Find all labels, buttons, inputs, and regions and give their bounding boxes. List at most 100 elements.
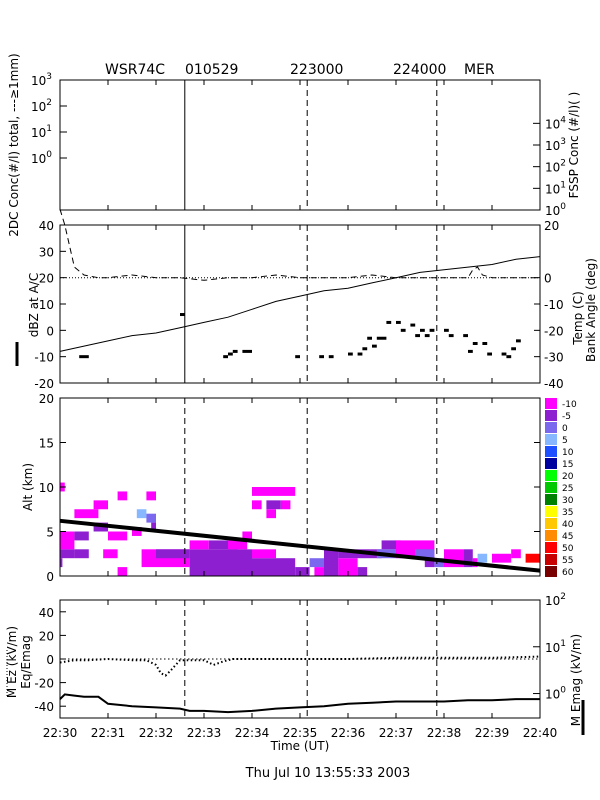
tick-label: -20 — [544, 324, 564, 338]
series-lines — [59, 209, 541, 359]
reflectivity-cell — [381, 540, 401, 550]
colorbar-swatch — [545, 506, 557, 517]
x-tick-label: 22:35 — [283, 726, 318, 740]
colorbar-swatch — [545, 470, 557, 481]
tick-label: 102 — [31, 98, 52, 114]
reflectivity-cell — [117, 567, 128, 576]
dbz-temp-panel: 40 30 20 10 0 -10 -20 20 0 -10 -20 -30 -40 dBZ at A… — [15, 209, 598, 391]
reflectivity-cell — [463, 549, 473, 568]
colorbar-label: -10 — [562, 400, 577, 410]
tick-label: 30 — [39, 245, 54, 259]
time-markers — [59, 600, 541, 718]
tick-label: -10 — [34, 351, 54, 365]
left-axis: 103 102 101 100 — [31, 72, 67, 166]
reflectivity-cell — [151, 522, 156, 532]
colorbar-swatch — [545, 554, 557, 565]
tick-label: -10 — [544, 298, 564, 312]
x-tick-label: 22:30 — [43, 726, 78, 740]
tick-label: 0 — [46, 324, 54, 338]
reflectivity-cells — [60, 482, 540, 576]
x-tick-label: 22:37 — [379, 726, 414, 740]
reflectivity-cell — [415, 549, 435, 559]
x-axis: 22:30 22:31 22:32 22:33 22:34 22:35 22:36 22:37… — [43, 726, 558, 740]
ylabel-left: 2DC Conc(#/l) total, ---≥1mm) — [7, 53, 21, 236]
colorbar-swatch — [545, 566, 557, 577]
reflectivity-cell — [146, 513, 156, 523]
reflectivity-cell — [103, 549, 118, 559]
right-axis: 102 101 100 — [533, 592, 566, 702]
header-station: MER — [464, 62, 495, 78]
colorbar-swatch — [545, 494, 557, 505]
reflectivity-cell — [242, 531, 252, 541]
colorbar-swatch — [545, 482, 557, 493]
reflectivity-cell — [309, 558, 324, 568]
tick-label: 0 — [46, 653, 54, 667]
reflectivity-cell — [511, 549, 521, 559]
colorbar-swatch — [545, 518, 557, 529]
colorbar-swatch — [545, 434, 557, 445]
bank-line — [59, 209, 540, 281]
panel-frame — [59, 224, 541, 384]
xlabel: Time (UT) — [270, 739, 330, 753]
reflectivity-cell — [252, 558, 296, 576]
reflectivity-cell — [252, 500, 262, 510]
tick-label: 0 — [46, 570, 54, 584]
tick-label: -40 — [34, 700, 54, 714]
reflectivity-cell — [60, 531, 75, 550]
ylabel-left-2: Eq/Emag — [19, 635, 33, 688]
reflectivity-cell — [189, 540, 209, 550]
tick-label: 5 — [46, 526, 54, 540]
reflectivity-cell — [525, 553, 540, 563]
colorbar-label: 30 — [562, 496, 574, 506]
right-axis: 104 103 102 101 100 — [533, 115, 566, 218]
x-tick-label: 22:33 — [187, 726, 222, 740]
colorbar-label: 45 — [562, 532, 573, 542]
header-date: 010529 — [185, 62, 238, 78]
tick-label: 100 — [545, 686, 566, 702]
tick-label: 40 — [39, 606, 54, 620]
colorbar-label: 50 — [562, 544, 574, 554]
reflectivity-cell — [189, 549, 252, 576]
reflectivity-cell — [60, 549, 75, 559]
ylabel-right: M Emag (kV/m) — [569, 634, 583, 726]
colorbar-swatch — [545, 398, 557, 409]
colorbar-label: 15 — [562, 460, 573, 470]
time-markers — [59, 398, 541, 576]
reflectivity-cell — [60, 558, 63, 568]
reflectivity-cell — [74, 531, 89, 541]
colorbar-label: 55 — [562, 556, 573, 566]
reflectivity-cell — [295, 567, 310, 576]
reflectivity-cell — [424, 558, 435, 568]
reflectivity-cell — [338, 558, 358, 576]
flight-track-line — [59, 518, 541, 573]
tick-label: 10 — [39, 298, 54, 312]
ylabel-right-temp: Temp (C) — [571, 291, 585, 346]
tick-label: 10 — [39, 481, 54, 495]
reflectivity-cell — [266, 509, 276, 519]
tick-label: 101 — [545, 639, 566, 655]
reflectivity-cell — [252, 487, 296, 496]
x-tick-label: 22:38 — [427, 726, 462, 740]
tick-label: 102 — [545, 592, 566, 608]
colorbar-label: 0 — [562, 424, 568, 434]
tick-label: 101 — [31, 124, 52, 140]
concentration-panel: 103 102 101 100 104 103 102 101 100 2DC Conc(#/… — [7, 53, 581, 236]
x-tick-label: 22:31 — [91, 726, 126, 740]
footer-timestamp: Thu Jul 10 13:55:33 2003 — [245, 766, 411, 781]
tick-label: 100 — [31, 150, 52, 166]
tick-label: 100 — [545, 202, 566, 218]
reflectivity-cell — [252, 549, 276, 559]
reflectivity-cell — [136, 509, 147, 519]
tick-label: 20 — [39, 272, 54, 286]
header-radar: WSR74C — [105, 62, 165, 78]
tick-label: 20 — [39, 392, 54, 406]
colorbar-swatch — [545, 542, 557, 553]
reflectivity-cell — [132, 527, 142, 536]
ylabel-right: FSSP Conc (#/l)( ) — [567, 92, 581, 199]
left-axis: 40 20 0 -20 -40 — [34, 606, 66, 714]
header-time1: 223000 — [290, 62, 343, 78]
x-tick-label: 22:32 — [139, 726, 174, 740]
tick-label: 0 — [544, 272, 552, 286]
colorbar-label: 20 — [562, 472, 574, 482]
